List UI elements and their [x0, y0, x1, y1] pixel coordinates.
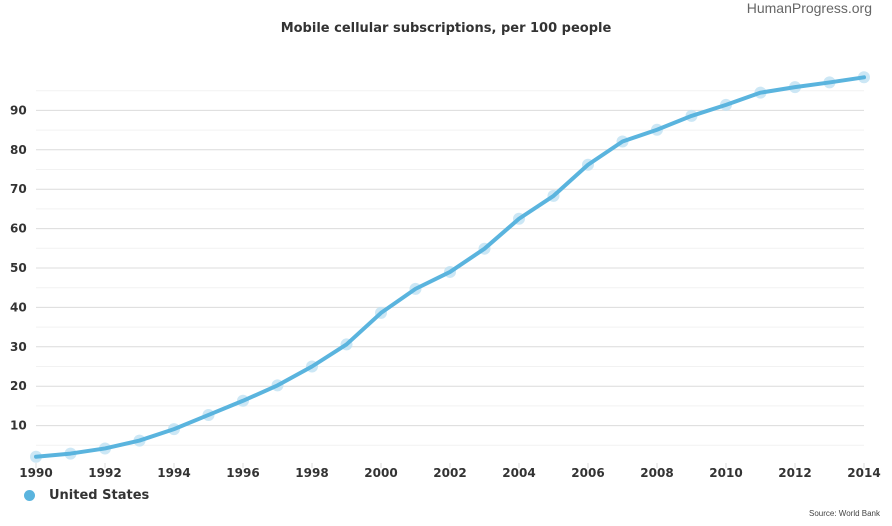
x-tick-label: 2000	[364, 466, 397, 480]
x-tick-label: 1990	[19, 466, 52, 480]
x-tick-label: 1994	[157, 466, 190, 480]
x-tick-label: 1992	[88, 466, 121, 480]
x-tick-label: 2006	[571, 466, 604, 480]
x-tick-label: 2012	[778, 466, 811, 480]
y-tick-label: 20	[10, 379, 27, 393]
y-tick-label: 50	[10, 261, 27, 275]
y-tick-label: 90	[10, 103, 27, 117]
legend-marker	[24, 490, 35, 501]
y-tick-label: 10	[10, 419, 27, 433]
x-tick-label: 1996	[226, 466, 259, 480]
legend-item[interactable]: United States	[24, 488, 149, 503]
source-label: Source: World Bank	[809, 509, 880, 518]
y-tick-label: 40	[10, 300, 27, 314]
y-tick-label: 60	[10, 222, 27, 236]
chart-title: Mobile cellular subscriptions, per 100 p…	[280, 21, 612, 36]
legend-label: United States	[49, 488, 150, 503]
x-tick-label: 2002	[433, 466, 466, 480]
brand-label: HumanProgress.org	[746, 0, 872, 16]
x-tick-label: 2004	[502, 466, 535, 480]
y-tick-label: 30	[10, 340, 27, 354]
x-tick-label: 2008	[640, 466, 673, 480]
x-tick-label: 1998	[295, 466, 328, 480]
y-tick-label: 80	[10, 143, 27, 157]
x-tick-label: 2010	[709, 466, 742, 480]
x-tick-label: 2014	[847, 466, 880, 480]
series-line-united-states	[34, 75, 866, 459]
y-tick-label: 70	[10, 182, 27, 196]
